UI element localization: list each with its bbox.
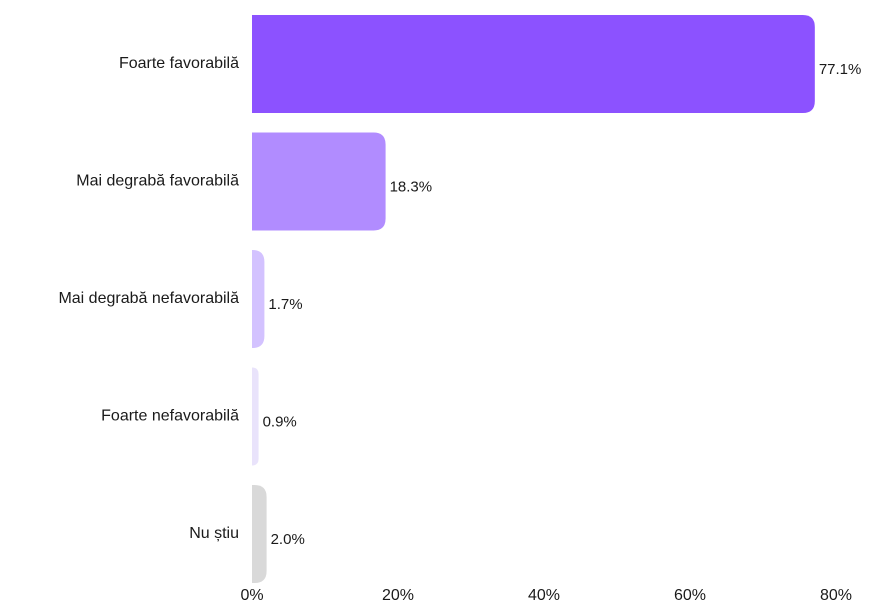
category-label-mai-degrab-favorabil: Mai degrabă favorabilă bbox=[76, 173, 239, 190]
value-label-foarte-favorabil: 77.1% bbox=[819, 61, 862, 78]
value-label-nu-tiu: 2.0% bbox=[271, 531, 305, 548]
category-label-foarte-nefavorabil: Foarte nefavorabilă bbox=[101, 408, 239, 425]
category-labels: Foarte favorabilă Mai degrabă favorabilă M… bbox=[58, 55, 239, 542]
value-label-mai-degrab-favorabil: 18.3% bbox=[390, 178, 433, 195]
x-tick-label: 0% bbox=[240, 587, 263, 604]
x-tick-label: 80% bbox=[820, 587, 852, 604]
category-label-nu-tiu: Nu știu bbox=[189, 525, 239, 542]
category-label-mai-degrab-nefavorabil: Mai degrabă nefavorabilă bbox=[58, 290, 239, 307]
bar-mai-degrab-favorabil bbox=[252, 132, 386, 231]
bar-mai-degrab-nefavorabil bbox=[252, 250, 265, 348]
value-labels: 77.1% 18.3% 1.7% 0.9% 2.0% bbox=[263, 61, 862, 548]
x-tick-label: 60% bbox=[674, 587, 706, 604]
bar-foarte-favorabil bbox=[252, 15, 815, 113]
bars-group bbox=[252, 15, 815, 583]
value-label-mai-degrab-nefavorabil: 1.7% bbox=[268, 296, 302, 313]
value-label-foarte-nefavorabil: 0.9% bbox=[263, 413, 297, 430]
x-axis-ticks: 0% 20% 40% 60% 80% bbox=[240, 587, 852, 604]
category-label-foarte-favorabil: Foarte favorabilă bbox=[119, 55, 239, 72]
x-tick-label: 40% bbox=[528, 587, 560, 604]
x-tick-label: 20% bbox=[382, 587, 414, 604]
bar-foarte-nefavorabil bbox=[252, 367, 259, 466]
bar-nu-tiu bbox=[252, 485, 267, 583]
